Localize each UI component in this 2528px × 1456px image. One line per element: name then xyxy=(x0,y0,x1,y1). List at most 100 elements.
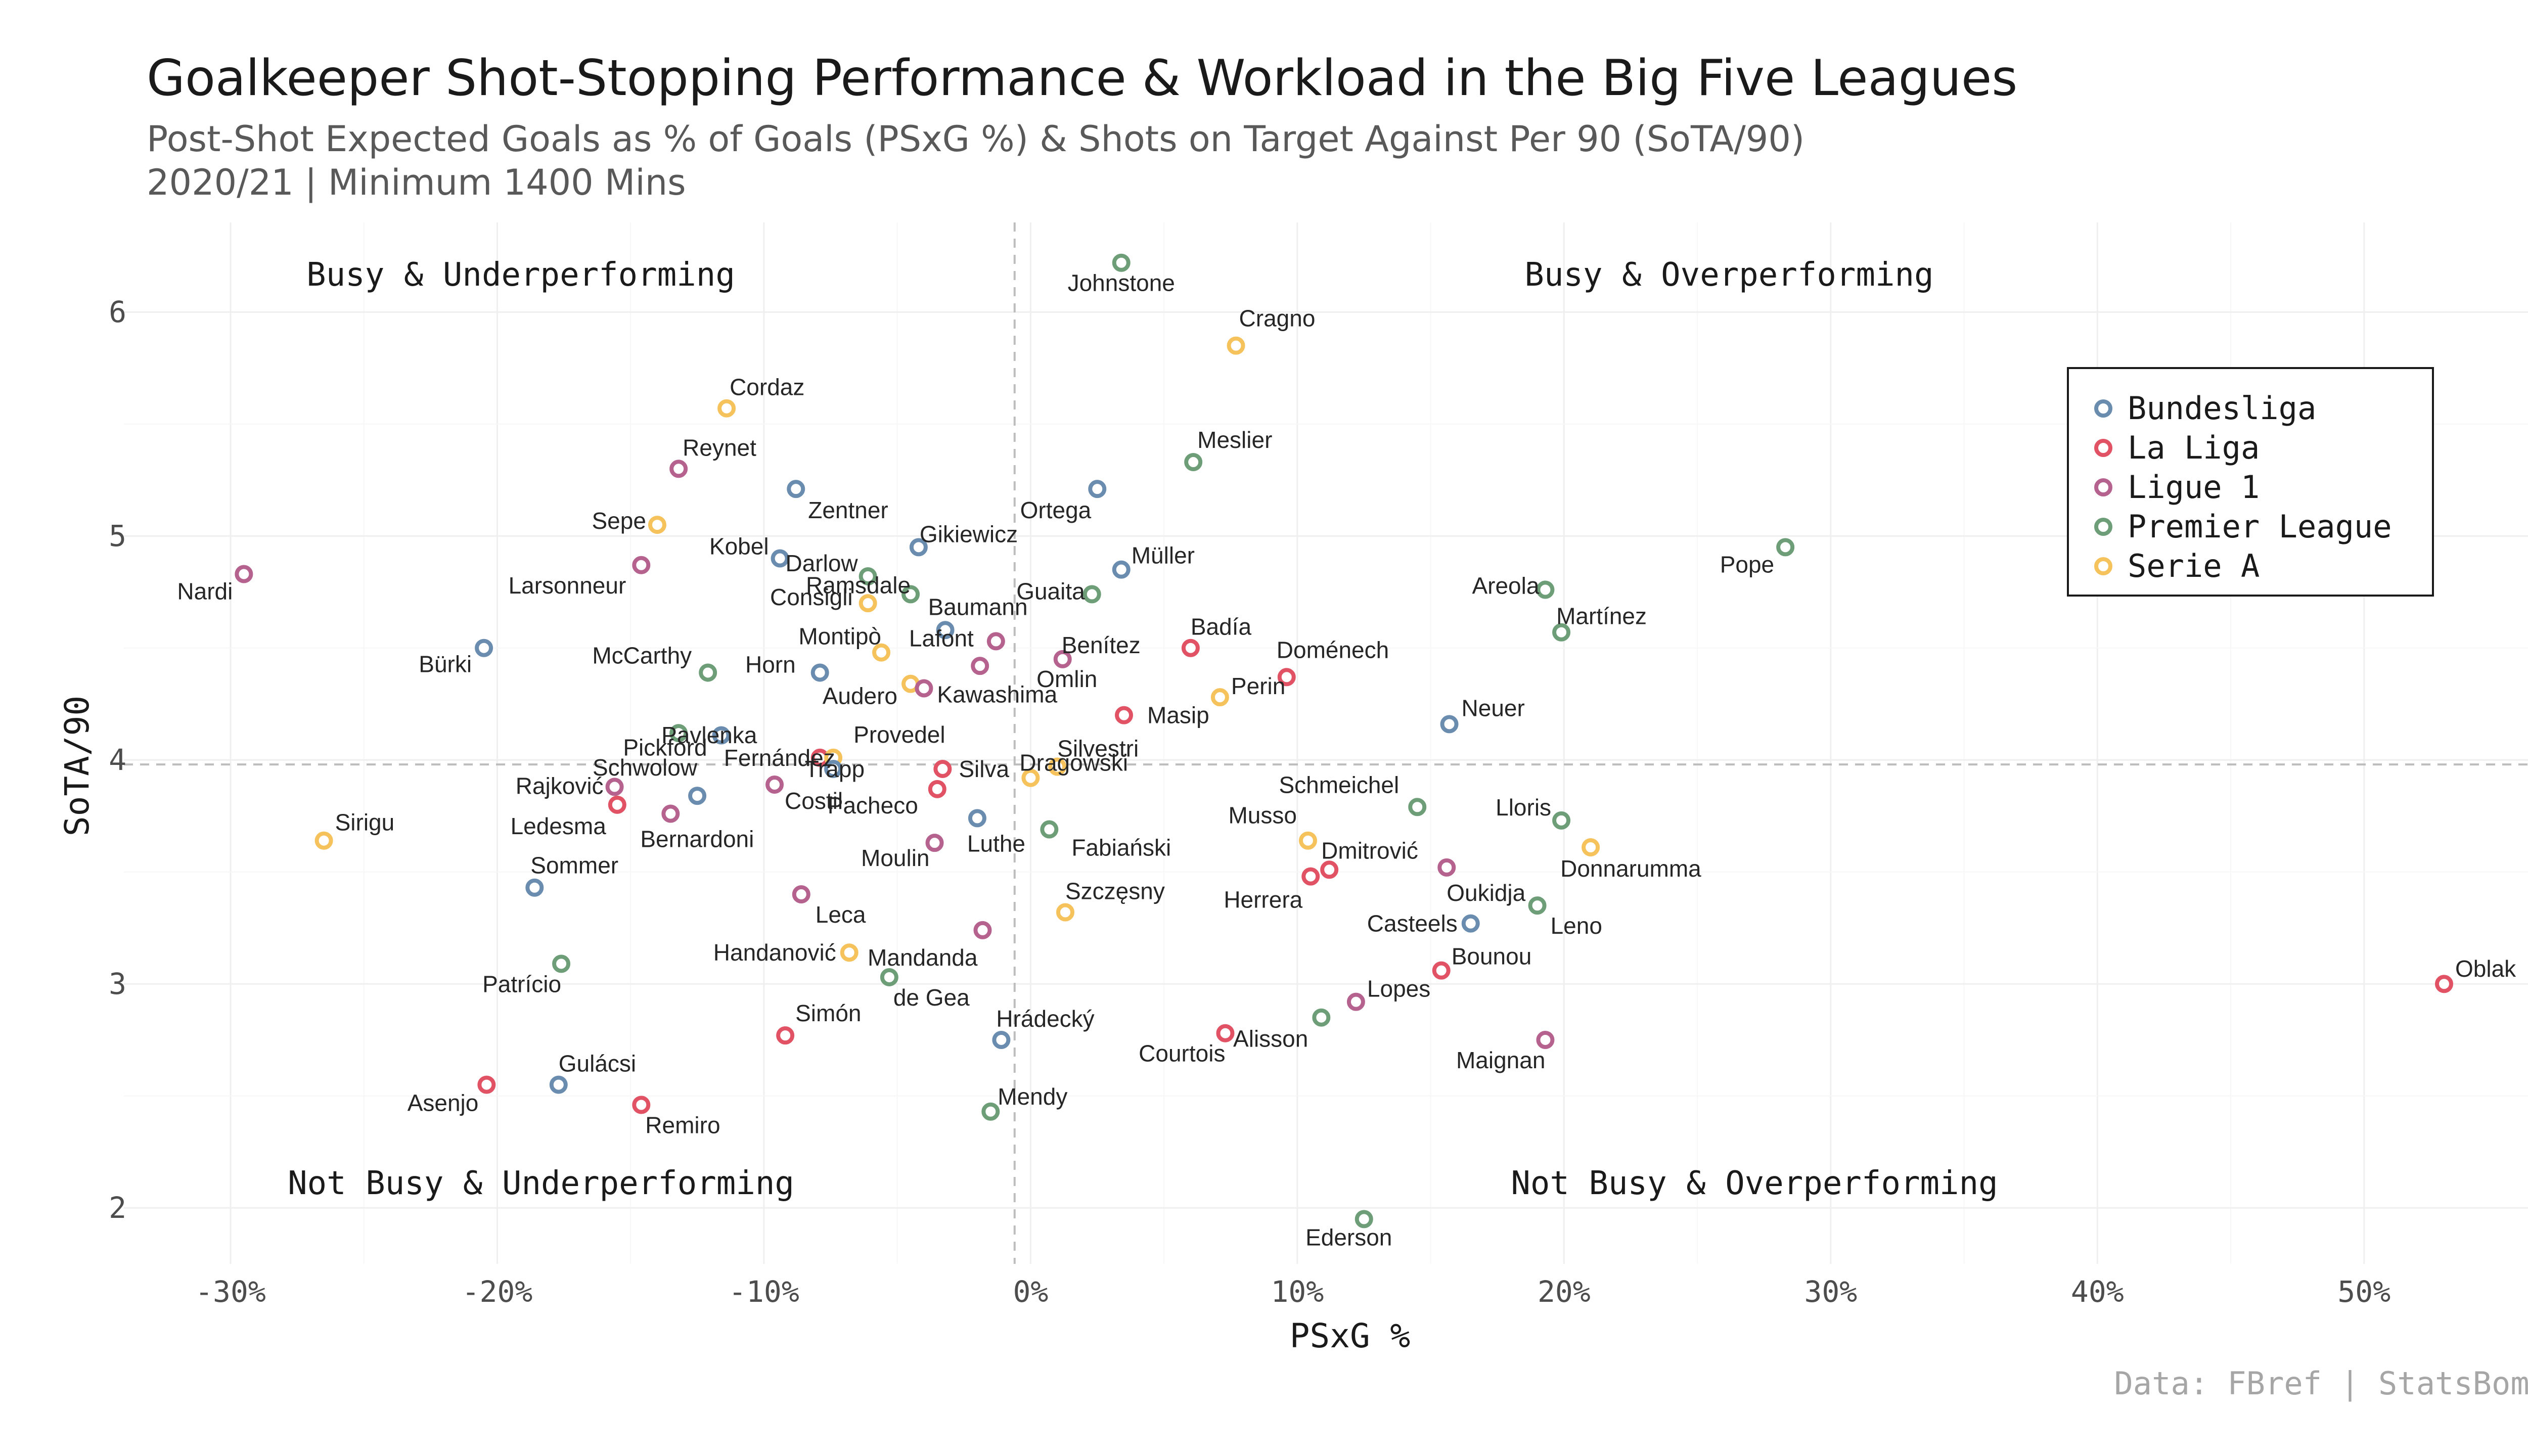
point-label: Rajković xyxy=(516,772,604,799)
data-point xyxy=(549,1075,568,1094)
point-label: Benítez xyxy=(1062,632,1141,658)
point-label: Darlow xyxy=(785,550,858,576)
data-point xyxy=(477,1075,496,1094)
point-label: Kawashima xyxy=(937,681,1057,707)
data-point xyxy=(859,567,877,585)
x-tick-label: -10% xyxy=(729,1275,799,1309)
reference-lines xyxy=(124,222,2528,1264)
point-labels: Johnstone Cragno Cordaz Reynet Meslier Zentne… xyxy=(177,270,2516,1251)
point-label: Reynet xyxy=(683,434,756,461)
point-label: Gikiewicz xyxy=(920,521,1018,547)
point-label: Lloris xyxy=(1496,794,1551,821)
x-axis-title: PSxG % xyxy=(1290,1316,1410,1355)
x-tick-label: -20% xyxy=(462,1275,533,1309)
point-label: Pavlenka xyxy=(661,722,757,748)
point-label: Alisson xyxy=(1233,1026,1308,1052)
data-point xyxy=(810,663,829,682)
data-point xyxy=(776,1026,795,1045)
data-point xyxy=(1437,858,1456,877)
data-point xyxy=(669,460,688,478)
data-point xyxy=(909,538,928,557)
data-point xyxy=(915,679,933,698)
data-point xyxy=(971,657,989,675)
point-label: Martínez xyxy=(1556,603,1647,629)
point-label: Maignan xyxy=(1456,1047,1545,1073)
data-point xyxy=(699,663,717,682)
point-label: Schmeichel xyxy=(1279,771,1399,798)
data-point xyxy=(712,726,731,745)
legend-marker xyxy=(2094,478,2112,496)
quadrant-labels: Busy & Underperforming Busy & Overperfor… xyxy=(288,256,1998,1202)
data-point xyxy=(1112,560,1131,579)
x-tick-label: -30% xyxy=(195,1275,266,1309)
data-point xyxy=(928,780,946,798)
point-label: Musso xyxy=(1228,802,1296,829)
data-point xyxy=(552,954,571,973)
point-label: McCarthy xyxy=(592,642,692,668)
data-point xyxy=(1227,336,1245,355)
point-label: Masip xyxy=(1147,702,1209,729)
quadrant-label-top-right: Busy & Overperforming xyxy=(1524,256,1933,294)
point-label: Ederson xyxy=(1305,1224,1392,1250)
data-point xyxy=(475,639,493,657)
data-point xyxy=(1346,992,1365,1011)
point-label: Schwolow xyxy=(593,754,698,781)
data-point xyxy=(605,778,624,796)
legend-label: Ligue 1 xyxy=(2128,469,2260,506)
point-label: Omlin xyxy=(1036,666,1097,692)
data-point xyxy=(235,565,253,583)
data-point xyxy=(1112,253,1131,272)
point-label: Szczęsny xyxy=(1065,878,1165,904)
point-label: Sirigu xyxy=(335,809,395,836)
data-point xyxy=(792,885,810,904)
point-label: Nardi xyxy=(177,578,233,605)
data-point xyxy=(717,399,736,418)
y-tick-label: 2 xyxy=(109,1191,126,1225)
data-point xyxy=(1053,650,1072,668)
point-label: Mandanda xyxy=(868,944,978,971)
point-label: Leca xyxy=(816,901,866,928)
data-point xyxy=(1181,639,1200,657)
point-label: Audero xyxy=(823,683,897,709)
data-point xyxy=(1021,768,1040,787)
point-label: Luthe xyxy=(967,830,1025,856)
x-tick-label: 40% xyxy=(2071,1275,2124,1309)
point-label: Costil xyxy=(785,788,843,814)
point-label: Dragowski xyxy=(1019,750,1128,776)
data-point xyxy=(880,968,898,986)
point-label: Pacheco xyxy=(828,792,918,818)
quadrant-label-bottom-right: Not Busy & Overperforming xyxy=(1511,1165,1998,1202)
point-label: Guaita xyxy=(1016,578,1085,604)
point-label: Perin xyxy=(1231,673,1285,699)
subtitle-line-2: 2020/21 | Minimum 1400 Mins xyxy=(147,162,686,203)
data-point xyxy=(1048,757,1067,776)
data-point xyxy=(872,643,891,662)
data-point xyxy=(1528,896,1547,915)
point-label: Lopes xyxy=(1367,976,1430,1002)
point-label: Silvestri xyxy=(1057,736,1139,762)
chart-title: Goalkeeper Shot-Stopping Performance & W… xyxy=(147,50,2018,107)
legend-box xyxy=(2067,367,2434,597)
point-label: Leno xyxy=(1551,913,1602,939)
legend-label: Bundesliga xyxy=(2128,390,2316,427)
point-label: Hrádecký xyxy=(996,1006,1094,1032)
point-label: Montipò xyxy=(798,623,881,650)
point-label: Pope xyxy=(1720,551,1774,577)
point-label: Bürki xyxy=(419,651,472,677)
data-point xyxy=(787,480,805,498)
data-point xyxy=(925,834,944,852)
point-label: Herrera xyxy=(1224,887,1302,913)
y-tick-label: 6 xyxy=(109,295,126,329)
legend-marker xyxy=(2094,557,2112,575)
point-label: Asenjo xyxy=(408,1090,479,1116)
point-label: Ortega xyxy=(1020,497,1092,523)
data-point xyxy=(933,759,952,778)
data-point xyxy=(1115,706,1134,724)
data-point xyxy=(840,943,859,962)
data-point xyxy=(2435,975,2454,993)
point-label: Handanović xyxy=(713,939,836,966)
data-point xyxy=(1432,961,1451,980)
point-label: Gulácsi xyxy=(559,1051,636,1077)
y-axis-ticks: 2 3 4 5 6 xyxy=(109,295,126,1225)
